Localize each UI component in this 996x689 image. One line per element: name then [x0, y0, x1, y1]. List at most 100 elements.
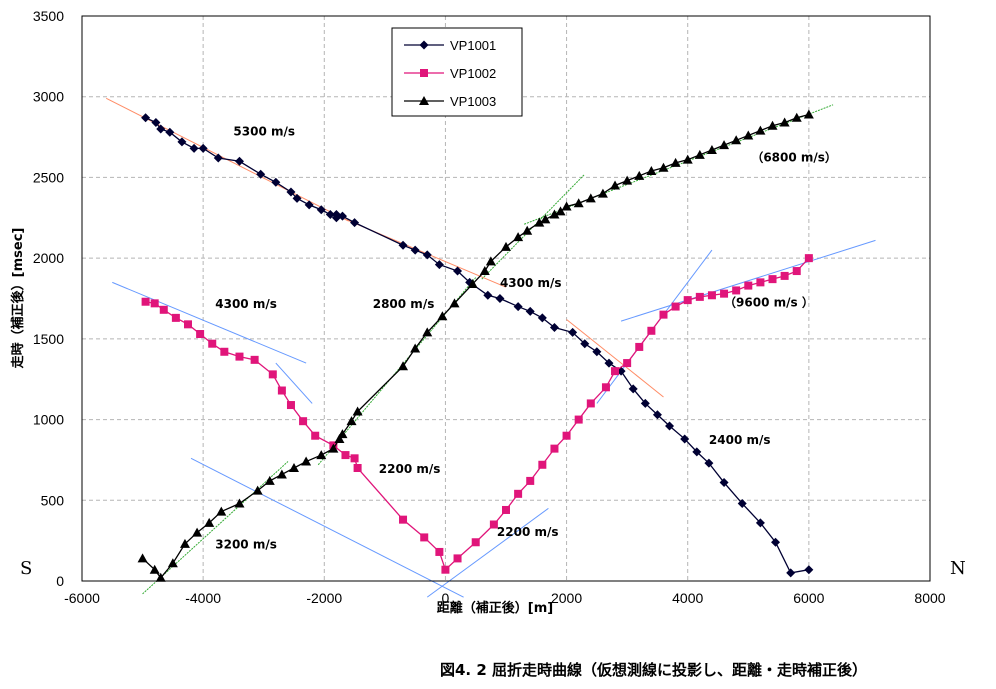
- data-point-vp1001: [604, 358, 614, 368]
- data-point-vp1001: [151, 118, 161, 128]
- data-point-vp1003: [549, 209, 560, 219]
- data-point-vp1003: [694, 149, 705, 159]
- data-point-vp1003: [634, 170, 645, 180]
- velocity-label: 4300 m/s: [500, 276, 562, 290]
- series-line-vp1002: [145, 257, 810, 571]
- data-point-vp1002: [756, 278, 765, 287]
- data-point-vp1001: [628, 384, 638, 394]
- data-point-vp1003: [597, 188, 608, 198]
- data-point-vp1003: [437, 311, 448, 321]
- data-point-vp1001: [337, 211, 347, 221]
- data-point-vp1002: [780, 271, 789, 280]
- fit-line: [190, 457, 464, 598]
- x-tick-label: -6000: [64, 590, 100, 606]
- data-point-vp1002: [220, 347, 229, 356]
- data-point-vp1003: [149, 564, 160, 574]
- data-point-vp1002: [471, 538, 480, 547]
- data-point-vp1003: [706, 144, 717, 154]
- legend-label-vp1003: VP1003: [450, 94, 496, 109]
- series-line-vp1003: [142, 113, 810, 579]
- data-point-vp1002: [744, 281, 753, 290]
- data-point-vp1002: [277, 386, 286, 395]
- data-point-vp1001: [292, 193, 302, 203]
- legend-marker-vp1002: [420, 69, 428, 77]
- y-tick-label: 3000: [33, 89, 64, 105]
- data-point-vp1002: [659, 310, 668, 319]
- x-tick-label: -2000: [306, 590, 342, 606]
- data-point-vp1003: [513, 232, 524, 242]
- data-point-vp1002: [268, 370, 277, 379]
- data-point-vp1002: [804, 254, 813, 263]
- data-point-vp1003: [585, 193, 596, 203]
- data-point-vp1003: [352, 406, 363, 416]
- velocity-label: 3200 m/s: [215, 538, 277, 552]
- data-point-vp1001: [304, 200, 314, 210]
- data-point-vp1001: [422, 250, 432, 260]
- data-point-vp1001: [213, 153, 223, 163]
- data-point-vp1002: [695, 292, 704, 301]
- fit-line: [112, 281, 307, 364]
- data-point-vp1002: [350, 454, 359, 463]
- data-point-vp1002: [150, 299, 159, 308]
- data-point-vp1001: [165, 127, 175, 137]
- velocity-label: 2800 m/s: [373, 297, 435, 311]
- data-point-vp1002: [671, 302, 680, 311]
- x-tick-label: 6000: [793, 590, 824, 606]
- data-point-vp1001: [453, 266, 463, 276]
- data-point-vp1002: [720, 289, 729, 298]
- data-point-vp1001: [177, 137, 187, 147]
- data-point-vp1001: [665, 421, 675, 431]
- data-point-vp1002: [171, 313, 180, 322]
- data-point-vp1002: [489, 520, 498, 529]
- data-point-vp1002: [623, 359, 632, 368]
- data-point-vp1003: [743, 130, 754, 140]
- x-axis-label: 距離（補正後）[m]: [437, 600, 553, 616]
- data-point-vp1001: [537, 313, 547, 323]
- velocity-label: 4300 m/s: [215, 297, 277, 311]
- data-point-vp1003: [731, 135, 742, 145]
- data-point-vp1002: [502, 505, 510, 514]
- data-point-vp1002: [441, 565, 450, 574]
- data-point-vp1001: [398, 240, 408, 250]
- data-point-vp1003: [234, 498, 245, 508]
- data-point-vp1001: [198, 143, 208, 153]
- data-point-vp1002: [562, 431, 571, 440]
- data-point-vp1002: [792, 267, 801, 276]
- data-point-vp1003: [610, 180, 621, 190]
- data-point-vp1002: [353, 464, 362, 472]
- data-point-vp1003: [479, 266, 490, 276]
- data-point-vp1002: [159, 305, 168, 314]
- data-point-vp1003: [179, 538, 190, 548]
- data-point-vp1001: [640, 398, 650, 408]
- data-point-vp1002: [399, 515, 408, 524]
- data-point-vp1003: [779, 117, 790, 127]
- data-point-vp1003: [276, 469, 287, 479]
- data-point-vp1001: [495, 294, 505, 303]
- fit-line: [142, 461, 289, 595]
- data-point-vp1001: [692, 447, 702, 457]
- data-point-vp1003: [658, 162, 669, 172]
- data-point-vp1003: [467, 278, 478, 288]
- data-point-vp1001: [271, 177, 281, 187]
- data-point-vp1001: [316, 205, 326, 215]
- x-tick-label: -4000: [185, 590, 221, 606]
- legend: VP1001 VP1002 VP1003: [391, 27, 523, 117]
- legend-marker-vp1003: [419, 96, 429, 105]
- data-point-vp1001: [652, 410, 662, 420]
- data-point-vp1002: [707, 291, 716, 300]
- velocity-label: 5300 m/s: [233, 124, 295, 138]
- y-axis-label: 走時（補正後）[msec]: [10, 228, 26, 369]
- data-point-vp1002: [526, 476, 535, 485]
- direction-south-label: S: [20, 558, 32, 579]
- data-point-vp1002: [586, 399, 595, 408]
- data-point-vp1003: [398, 361, 409, 371]
- data-point-vp1003: [422, 327, 433, 337]
- series-line-vp1001: [145, 117, 809, 574]
- velocity-annotations: 5300 m/s （6800 m/s） 4300 m/s 2800 m/s 4300 m…: [215, 124, 837, 551]
- data-point-vp1002: [235, 352, 244, 361]
- data-point-vp1001: [234, 156, 244, 166]
- fit-line: [566, 319, 664, 398]
- data-point-vp1003: [555, 206, 566, 216]
- series-group: [137, 109, 814, 582]
- direction-north-label: N: [950, 558, 966, 579]
